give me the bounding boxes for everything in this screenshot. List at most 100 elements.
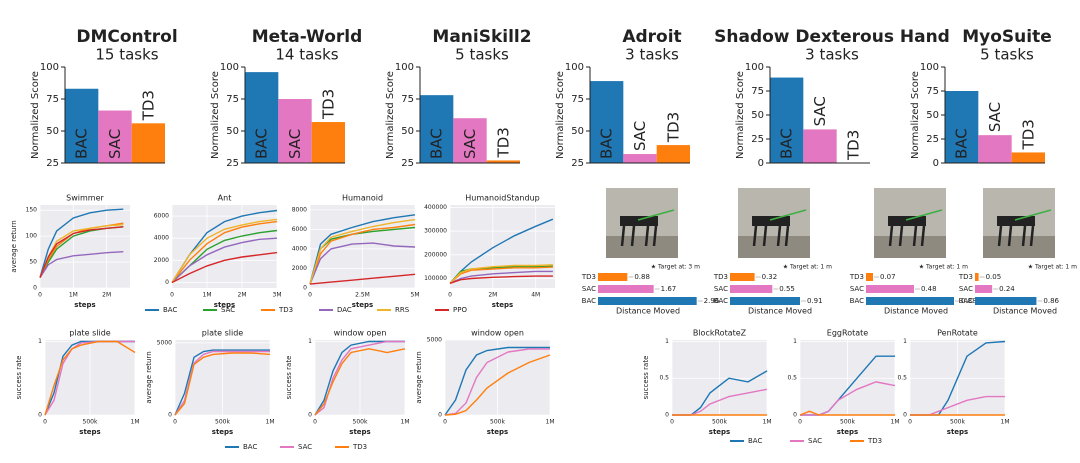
robot-leg (652, 225, 658, 247)
series-line (309, 242, 416, 285)
chart-title: Adroit (622, 27, 681, 47)
robot-leg (752, 225, 758, 247)
x-tick-label: 1M (401, 419, 410, 426)
category-label: TD3 (713, 273, 728, 281)
y-tick-label: 50 (46, 126, 59, 137)
bar (770, 77, 804, 163)
category-label: BAC (714, 297, 728, 305)
y-tick-label: 25 (46, 158, 59, 169)
y-tick-label: 0 (903, 412, 907, 419)
category-label: TD3 (849, 273, 864, 281)
value-label: 0.07 (880, 273, 896, 281)
robot-body (888, 216, 926, 226)
x-tick-label: 0 (670, 419, 674, 426)
chart-title: BlockRotateZ (693, 329, 747, 338)
x-tick-label: 500k (83, 419, 98, 426)
x-axis-label: Distance Moved (993, 307, 1057, 316)
chart-title: MyoSuite (962, 27, 1052, 47)
robot-leg (1021, 225, 1027, 247)
chart-title: plate slide (69, 329, 110, 338)
y-tick-label: 0 (758, 158, 764, 169)
x-axis-label: steps (349, 428, 370, 436)
x-tick-label: 1M (546, 419, 555, 426)
y-tick-label: 1 (38, 338, 42, 345)
bar (598, 273, 628, 281)
series-line (309, 223, 416, 285)
series-line (39, 251, 124, 278)
legend-label: SAC (808, 437, 822, 445)
x-axis-label: steps (352, 301, 373, 309)
chart-title: Ant (218, 194, 232, 203)
y-tick-label: 0 (303, 285, 307, 292)
x-tick-label: 3M (273, 292, 282, 299)
category-label: SAC (850, 285, 864, 293)
direction-arrow (905, 209, 943, 221)
y-tick-label: 50 (226, 126, 239, 137)
x-tick-label: 0 (308, 292, 312, 299)
y-tick-label: 100 (220, 62, 239, 73)
bar-label: TD3 (139, 90, 157, 121)
series-line (449, 265, 553, 284)
x-tick-label: 1M (203, 292, 212, 299)
bar (598, 285, 654, 293)
bar-label: BAC (73, 128, 91, 159)
value-label: 0.91 (807, 297, 823, 305)
bar-label: TD3 (319, 89, 337, 120)
x-axis-label: steps (709, 428, 730, 436)
category-label: BAC (850, 297, 864, 305)
y-tick-label: 100 (395, 62, 414, 73)
chart-title: ManiSkill2 (432, 27, 531, 47)
x-tick-label: 500k (490, 419, 505, 426)
y-tick-label: 75 (751, 86, 764, 97)
robot-leg (888, 225, 894, 247)
bar-label: SAC (461, 129, 479, 159)
y-tick-label: 25 (226, 158, 239, 169)
bar (730, 285, 773, 293)
bar (730, 273, 755, 281)
y-tick-label: 75 (401, 94, 414, 105)
series-line (449, 264, 553, 284)
bar-label: BAC (253, 128, 271, 159)
x-axis-label: steps (214, 301, 235, 309)
robot-photo (983, 188, 1055, 258)
series-line (444, 348, 550, 416)
bar (598, 297, 697, 305)
x-tick-label: 2M (488, 292, 497, 299)
target-annotation: ★ Target at: 3 m (651, 264, 700, 271)
y-tick-label: 0 (438, 412, 442, 419)
bar-label: BAC (953, 128, 971, 159)
x-tick-label: 0 (798, 419, 802, 426)
chart-title: HumanoidStandup (465, 194, 539, 203)
bar (975, 273, 979, 281)
y-tick-label: 100 (920, 62, 939, 73)
bar (245, 72, 279, 163)
chart-title: window open (471, 329, 524, 338)
target-annotation: ★ Target at: 1 m (919, 264, 968, 271)
robot-leg (776, 225, 782, 247)
bar (975, 285, 993, 293)
bar (866, 273, 873, 281)
category-label: BAC (959, 297, 973, 305)
x-axis-label: steps (79, 428, 100, 436)
robot-leg (762, 225, 768, 247)
bar (98, 110, 132, 163)
series-line (800, 381, 896, 416)
robot-photo (606, 188, 678, 258)
y-tick-label: 6000 (292, 226, 307, 233)
chart-title: Shadow Dexterous Hand (714, 27, 950, 47)
y-tick-label: 100 (40, 62, 59, 73)
category-label: BAC (582, 297, 596, 305)
y-tick-label: 50 (29, 259, 37, 266)
x-axis-label: steps (947, 428, 968, 436)
y-tick-label: 1 (308, 338, 312, 345)
y-axis-label: Normalized Score (210, 71, 221, 159)
series-line (171, 251, 278, 284)
direction-arrow (1014, 209, 1052, 221)
x-tick-label: 500k (712, 419, 727, 426)
legend-label: DAC (337, 306, 352, 314)
y-tick-label: 0 (793, 412, 797, 419)
bar (65, 88, 99, 163)
y-tick-label: 75 (926, 86, 939, 97)
series-line (171, 220, 278, 283)
legend-label: TD3 (867, 437, 882, 445)
